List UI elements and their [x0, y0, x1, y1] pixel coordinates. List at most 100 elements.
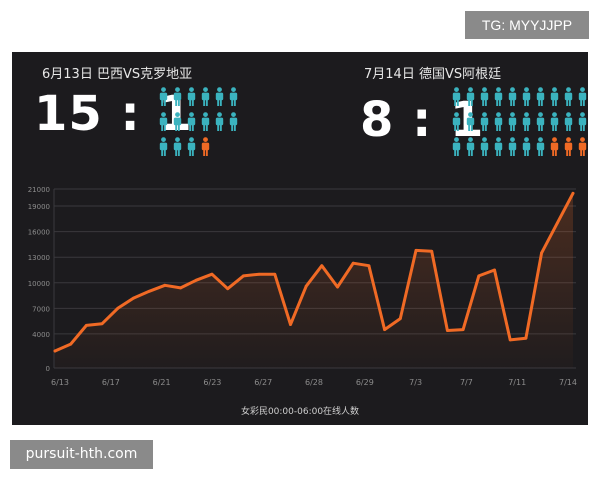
fan-icon-teal: [452, 112, 461, 131]
data-point: [100, 322, 104, 326]
fan-icon-teal: [466, 137, 475, 156]
data-point: [398, 317, 402, 320]
data-point: [210, 272, 214, 276]
fan-icon-teal: [522, 112, 531, 131]
series-line: [53, 191, 575, 353]
fan-icon-teal: [480, 112, 489, 131]
fan-icon-teal: [187, 137, 196, 156]
line-chart: 0 4000 7000 10000 13000 16000 19000 21000 6/13 6/…: [28, 87, 587, 417]
data-point: [69, 342, 73, 346]
x-tick-label: 6/29: [356, 378, 374, 387]
data-point: [351, 261, 355, 265]
data-point: [508, 338, 512, 342]
x-tick-label: 6/27: [254, 378, 272, 387]
fan-icon-teal: [522, 137, 531, 156]
fan-icon-teal: [522, 87, 531, 106]
data-point: [289, 323, 292, 326]
data-point: [524, 336, 528, 340]
chart-panel: 6月13日 巴西VS克罗地亚 15 : 1 7月14日 德国VS阿根廷 8 : …: [12, 52, 588, 425]
fan-icon-teal: [578, 87, 587, 106]
data-point: [304, 284, 308, 288]
fan-icon-teal: [173, 137, 182, 156]
y-tick-label: 19000: [28, 203, 50, 211]
watermark-top: TG: MYYJJPP: [465, 11, 589, 39]
data-point: [336, 285, 339, 289]
data-point: [540, 251, 544, 255]
fan-icon-orange: [550, 137, 559, 156]
data-point: [147, 289, 151, 293]
fan-icon-teal: [480, 87, 489, 106]
fan-icon-teal: [159, 112, 168, 131]
y-tick-label: 10000: [28, 280, 50, 288]
fan-icon-teal: [452, 87, 461, 106]
x-tick-label: 6/21: [153, 378, 171, 387]
fan-icon-teal: [466, 87, 475, 106]
x-axis-label: 女彩民00:00-06:00在线人数: [241, 405, 359, 417]
data-point: [477, 274, 481, 278]
watermark-bottom: pursuit-hth.com: [10, 440, 153, 469]
fan-icon-teal: [536, 87, 545, 106]
fan-icon-teal: [508, 87, 517, 106]
data-point: [84, 323, 88, 327]
x-tick-label: 6/23: [203, 378, 221, 387]
data-point: [53, 349, 57, 353]
data-point: [116, 306, 120, 310]
fan-icon-teal: [452, 137, 461, 156]
fan-icon-orange: [201, 137, 210, 156]
fan-icon-teal: [187, 87, 196, 106]
data-point: [241, 274, 245, 278]
data-point: [163, 283, 167, 287]
fan-icon-teal: [159, 137, 168, 156]
fan-icon-teal: [536, 137, 545, 156]
fan-icon-teal: [550, 112, 559, 131]
data-point: [555, 221, 559, 225]
y-tick-label: 21000: [28, 186, 50, 194]
fan-icon-orange: [564, 137, 573, 156]
fan-icon-teal: [508, 137, 517, 156]
data-point: [226, 287, 230, 291]
fan-icon-teal: [173, 112, 182, 131]
fan-icon-teal: [564, 87, 573, 106]
data-point: [414, 248, 418, 252]
fan-icon-teal: [201, 87, 210, 106]
x-tick-label: 7/14: [559, 378, 577, 387]
fan-icon-teal: [215, 87, 224, 106]
y-tick-label: 7000: [32, 305, 50, 313]
data-point: [132, 296, 135, 300]
y-tick-label: 4000: [32, 331, 50, 339]
area-fill: [55, 193, 573, 368]
data-point: [257, 272, 261, 276]
fan-icon-teal: [494, 112, 503, 131]
x-tick-label: 7/7: [460, 378, 473, 387]
fan-icon-teal: [215, 112, 224, 131]
data-point: [446, 329, 449, 332]
x-tick-label: 7/11: [508, 378, 526, 387]
score-germany-argentina: 8 : 1: [360, 92, 485, 148]
fan-icon-teal: [173, 87, 182, 106]
x-tick-label: 7/3: [409, 378, 422, 387]
fan-icon-teal: [187, 112, 196, 131]
data-point: [367, 264, 371, 268]
fan-icon-teal: [564, 112, 573, 131]
fan-icon-teal: [159, 87, 168, 106]
fan-icon-orange: [578, 137, 587, 156]
data-point: [320, 264, 324, 268]
x-tick-label: 6/13: [51, 378, 69, 387]
data-point: [179, 286, 182, 290]
match-title-germany-argentina: 7月14日 德国VS阿根廷: [364, 67, 502, 82]
fan-icon-teal: [508, 112, 517, 131]
data-point: [493, 268, 496, 272]
match-title-brazil-croatia: 6月13日 巴西VS克罗地亚: [42, 67, 193, 82]
x-tick-label: 6/17: [102, 378, 120, 387]
fan-icon-teal: [466, 112, 475, 131]
fan-icon-teal: [578, 112, 587, 131]
fan-icon-teal: [494, 137, 503, 156]
fan-icon-teal: [229, 112, 238, 131]
data-point: [383, 328, 387, 332]
data-point: [430, 249, 434, 253]
y-tick-label: 13000: [28, 254, 50, 262]
fan-icon-teal: [536, 112, 545, 131]
data-point: [273, 272, 277, 276]
data-point: [461, 328, 465, 332]
fan-icon-teal: [550, 87, 559, 106]
